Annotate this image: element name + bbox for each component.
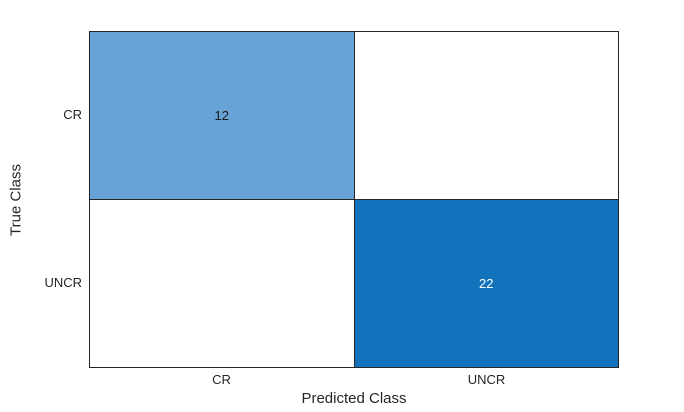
cell-value: 22 (479, 276, 494, 291)
y-tick-uncr: UNCR (44, 275, 82, 290)
cell-true-cr-pred-uncr (354, 32, 618, 199)
cell-value: 12 (214, 108, 229, 123)
cell-true-uncr-pred-uncr: 22 (354, 200, 618, 367)
x-tick-cr: CR (212, 372, 231, 387)
matrix-grid: 12 22 (89, 31, 619, 368)
cell-true-cr-pred-cr: 12 (90, 32, 354, 199)
x-axis-label: Predicted Class (301, 390, 407, 407)
x-tick-uncr: UNCR (467, 372, 506, 387)
y-axis-label: True Class (7, 164, 25, 236)
y-tick-cr: CR (63, 107, 82, 122)
cell-true-uncr-pred-cr (90, 200, 354, 367)
